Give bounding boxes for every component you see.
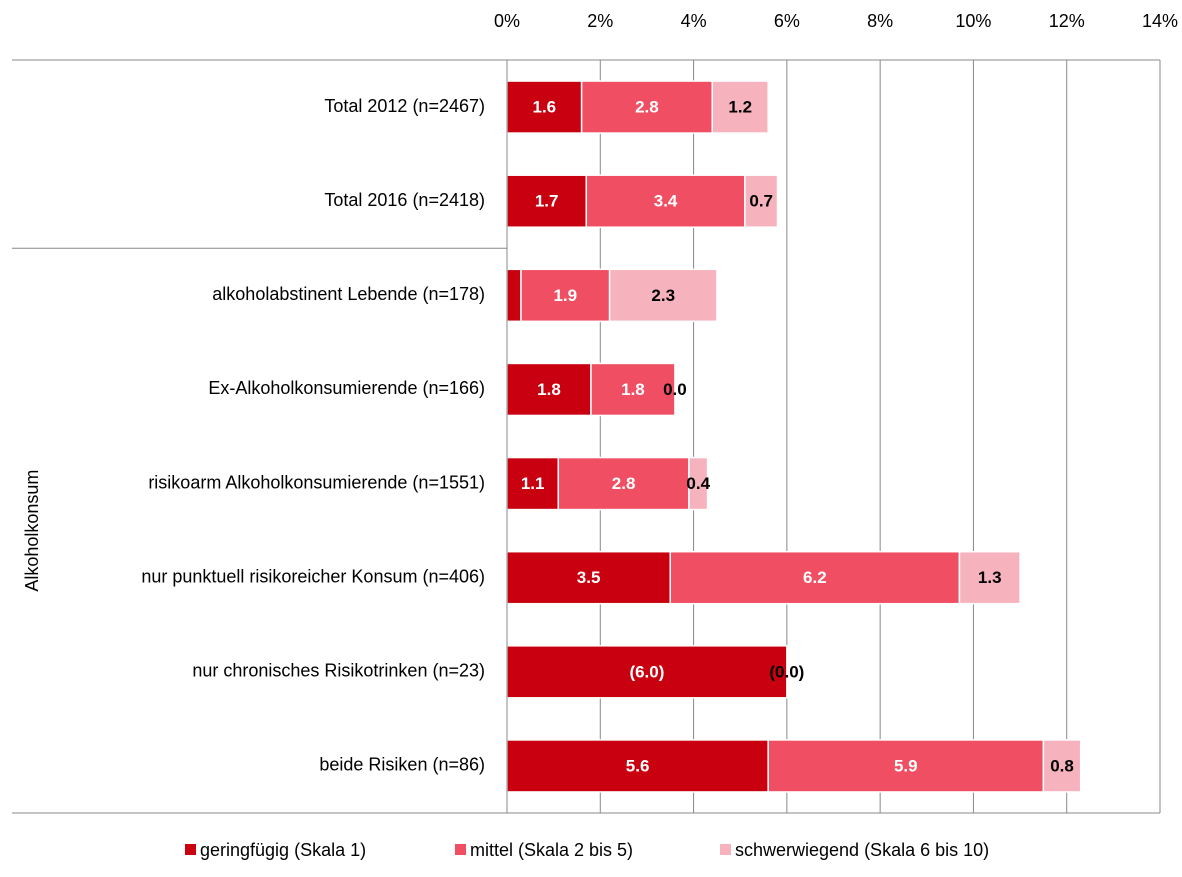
legend-label: mittel (Skala 2 bis 5) — [470, 840, 633, 860]
bar-segment — [744, 174, 779, 228]
category-label: Total 2016 (n=2418) — [324, 190, 485, 210]
bar-segment — [585, 174, 746, 228]
value-label: 1.1 — [521, 474, 545, 493]
x-tick-label: 10% — [955, 11, 991, 31]
bar-segment — [590, 362, 676, 417]
group-label: Alkoholkonsum — [22, 470, 42, 592]
bar-segment — [688, 456, 709, 511]
value-label: 6.2 — [803, 568, 827, 587]
bar-segment — [506, 645, 788, 699]
legend-label: geringfügig (Skala 1) — [200, 840, 366, 860]
value-label: 1.9 — [553, 286, 577, 305]
x-tick-label: 14% — [1142, 11, 1178, 31]
bar-segment — [506, 268, 522, 323]
bar-segment — [506, 456, 560, 511]
value-label: 2.3 — [651, 286, 675, 305]
category-label: risikoarm Alkoholkonsumierende (n=1551) — [148, 472, 485, 492]
x-tick-label: 8% — [867, 11, 893, 31]
bar-segment — [580, 80, 713, 134]
value-label: 1.2 — [728, 98, 752, 117]
bar-segment — [506, 550, 671, 605]
category-label: alkoholabstinent Lebende (n=178) — [212, 284, 485, 304]
bar-segment — [958, 550, 1021, 605]
legend-swatch — [455, 844, 466, 855]
value-label: 1.8 — [537, 380, 561, 399]
value-label: 0.7 — [749, 192, 773, 211]
x-tick-label: 6% — [774, 11, 800, 31]
bar-segment — [506, 739, 769, 793]
category-label: nur punktuell risikoreicher Konsum (n=40… — [141, 566, 485, 586]
x-tick-label: 4% — [681, 11, 707, 31]
x-tick-label: 0% — [494, 11, 520, 31]
category-label: Total 2012 (n=2467) — [324, 96, 485, 116]
category-label: nur chronisches Risikotrinken (n=23) — [192, 661, 485, 681]
value-label: 3.5 — [577, 568, 601, 587]
value-label: 0.4 — [686, 474, 710, 493]
legend-label: schwerwiegend (Skala 6 bis 10) — [735, 840, 989, 860]
value-label: 3.4 — [654, 192, 678, 211]
value-label: (6.0) — [629, 662, 664, 681]
x-tick-label: 12% — [1049, 11, 1085, 31]
value-label: 5.9 — [894, 756, 918, 775]
value-label: 2.8 — [612, 474, 636, 493]
legend-swatch — [185, 844, 196, 855]
bar-segment — [608, 268, 718, 323]
value-label: 1.3 — [978, 568, 1002, 587]
value-label: 1.8 — [621, 380, 645, 399]
x-tick-label: 2% — [587, 11, 613, 31]
bar-segment — [767, 739, 1045, 793]
value-label: 0.8 — [1050, 756, 1074, 775]
bar-segment — [669, 550, 961, 605]
category-label: beide Risiken (n=86) — [319, 755, 485, 775]
value-label: (0.0) — [769, 662, 804, 681]
category-label: Ex-Alkoholkonsumierende (n=166) — [208, 378, 485, 398]
value-label: 1.7 — [535, 192, 559, 211]
legend-swatch — [720, 844, 731, 855]
bar-segment — [711, 80, 769, 134]
value-label: 0.0 — [663, 380, 687, 399]
value-label: 1.6 — [532, 98, 556, 117]
value-label: 5.6 — [626, 756, 650, 775]
bar-segment — [1042, 739, 1082, 793]
value-label: 2.8 — [635, 98, 659, 117]
